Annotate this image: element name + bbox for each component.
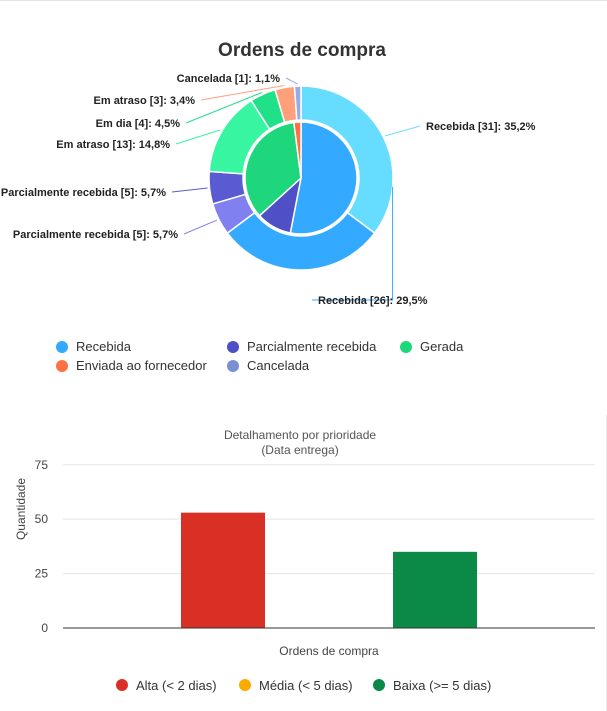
outer-ring-slice-0[interactable] bbox=[300, 85, 394, 235]
outer-ring-slice-7[interactable] bbox=[293, 85, 302, 121]
callout-line-outer_ring-7 bbox=[285, 77, 298, 85]
x-axis-title: Ordens de compra bbox=[279, 644, 379, 658]
callout-line-outer_ring-4 bbox=[175, 129, 221, 145]
gridlines bbox=[63, 464, 595, 575]
bar-legend-label-0[interactable]: Alta (< 2 dias) bbox=[136, 678, 217, 693]
bar-legend-dot-1 bbox=[239, 679, 251, 691]
inner-ring-slice-2[interactable] bbox=[244, 121, 302, 217]
bar-0[interactable] bbox=[181, 512, 265, 628]
callout-line-inner_ring-0 bbox=[312, 186, 394, 301]
callout-label-outer_ring-7: Cancelada [1]: 1,1% bbox=[177, 73, 281, 85]
legend-dot-0 bbox=[56, 341, 68, 353]
callout-label-outer_ring-6: Em atraso [3]: 3,4% bbox=[94, 95, 196, 107]
inner-ring bbox=[244, 121, 358, 235]
bars bbox=[181, 512, 477, 628]
callout-label-inner_ring-0: Recebida [26]: 29,5% bbox=[318, 295, 428, 307]
bar-legend-label-1[interactable]: Média (< 5 dias) bbox=[259, 678, 353, 693]
donut-legend: Recebida Parcialmente recebida Gerada Envia… bbox=[56, 339, 464, 373]
donut-chart: Ordens de compra Recebida [31]: 35,2% Par… bbox=[1, 40, 536, 373]
y-tick-label-3: 75 bbox=[35, 458, 49, 472]
legend-label-1[interactable]: Parcialmente recebida bbox=[247, 339, 377, 354]
callout-line-outer_ring-2 bbox=[183, 219, 218, 235]
bar-legend-label-2[interactable]: Baixa (>= 5 dias) bbox=[393, 678, 491, 693]
callout-line-outer_ring-5 bbox=[185, 92, 263, 124]
y-tick-label-2: 50 bbox=[35, 512, 49, 526]
bar-chart: Detalhamento por prioridade (Data entreg… bbox=[14, 428, 595, 693]
legend-dot-1 bbox=[227, 341, 239, 353]
bar-legend: Alta (< 2 dias) Média (< 5 dias) Baixa (>=… bbox=[116, 678, 491, 693]
y-tick-label-1: 25 bbox=[35, 567, 49, 581]
callout-label-outer_ring-0: Recebida [31]: 35,2% bbox=[426, 121, 536, 133]
y-tick-labels: 0 25 50 75 bbox=[35, 458, 49, 635]
callout-line-outer_ring-0 bbox=[384, 125, 421, 137]
inner-ring-slice-3[interactable] bbox=[292, 121, 302, 179]
legend-label-0[interactable]: Recebida bbox=[76, 339, 132, 354]
legend-label-2[interactable]: Gerada bbox=[420, 339, 464, 354]
y-tick-label-0: 0 bbox=[41, 621, 48, 635]
callout-line-outer_ring-6 bbox=[200, 85, 285, 101]
inner-ring-slice-0[interactable] bbox=[289, 121, 358, 235]
outer-ring-slice-1[interactable] bbox=[226, 211, 376, 271]
donut-title: Ordens de compra bbox=[218, 40, 386, 61]
callout-line-outer_ring-3 bbox=[171, 187, 208, 193]
bar-2[interactable] bbox=[393, 551, 477, 628]
y-axis-title: Quantidade bbox=[14, 478, 28, 540]
bar-legend-dot-0 bbox=[116, 679, 128, 691]
outer-ring bbox=[208, 85, 394, 271]
callout-label-outer_ring-4: Em atraso [13]: 14,8% bbox=[56, 139, 170, 151]
bar-title: Detalhamento por prioridade bbox=[224, 428, 376, 442]
top-border bbox=[0, 0, 607, 1]
callout-label-outer_ring-5: Em dia [4]: 4,5% bbox=[96, 118, 181, 130]
bar-legend-dot-2 bbox=[373, 679, 385, 691]
legend-dot-3 bbox=[56, 360, 68, 372]
callouts: Recebida [31]: 35,2% Parcialmente recebid… bbox=[1, 73, 536, 307]
bar-subtitle: (Data entrega) bbox=[261, 443, 338, 457]
callout-label-outer_ring-2: Parcialmente recebida [5]: 5,7% bbox=[13, 229, 178, 241]
legend-dot-2 bbox=[400, 341, 412, 353]
legend-label-4[interactable]: Cancelada bbox=[247, 358, 310, 373]
legend-dot-4 bbox=[227, 360, 239, 372]
callout-label-outer_ring-3: Parcialmente recebida [5]: 5,7% bbox=[1, 187, 166, 199]
legend-label-3[interactable]: Enviada ao fornecedor bbox=[76, 358, 207, 373]
